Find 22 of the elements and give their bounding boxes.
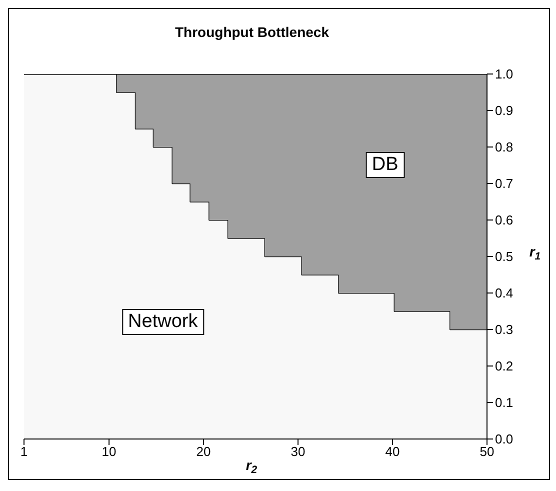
y-tick-label: 0.0 [495,432,514,447]
y-tick-label: 0.4 [495,286,514,301]
annotation: DB [366,152,404,178]
annotation: Network [122,309,204,336]
y-tick-label: 0.3 [495,322,514,338]
x-axis-title: r$_{2}$ [246,457,258,476]
x-tick-label: 30 [290,444,306,460]
y-tick-label: 0.6 [495,212,514,228]
y-tick-label: 0.5 [495,249,514,264]
y-tick-label: 0.7 [495,176,514,192]
y-tick-label: 0.1 [495,395,514,410]
y-tick-label: 0.9 [495,103,514,118]
x-tick-label: 10 [102,444,116,460]
y-tick-label: 0.8 [495,140,514,155]
x-tick-label: 40 [385,444,400,460]
y-tick-label: 1.0 [495,66,514,82]
x-tick-label: 1 [20,444,28,460]
y-axis-title: r$_{1}$ [529,244,541,263]
chart-title: Throughput Bottleneck [175,24,330,40]
x-tick-label: 20 [196,444,211,460]
y-tick-label: 0.2 [495,358,514,374]
x-tick-label: 50 [480,444,494,460]
